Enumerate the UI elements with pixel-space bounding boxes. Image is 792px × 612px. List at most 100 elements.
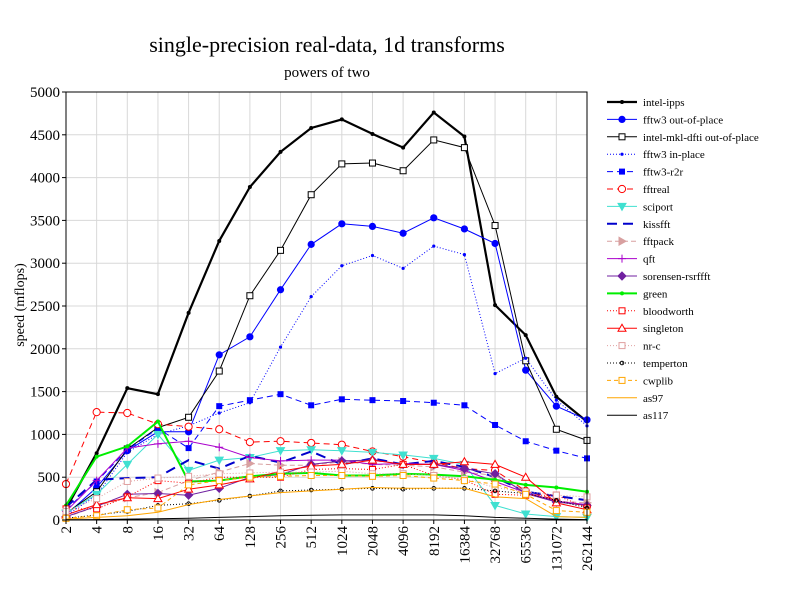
y-tick-label: 5000	[30, 85, 60, 101]
data-point	[217, 411, 221, 415]
data-point	[214, 456, 225, 466]
legend-item: fftreal	[607, 184, 670, 196]
legend-item: qft	[607, 254, 655, 266]
data-point	[370, 253, 375, 258]
data-point	[367, 448, 378, 458]
legend-swatch-marker	[620, 291, 624, 296]
data-point	[552, 507, 560, 515]
data-point	[491, 222, 499, 230]
data-point	[336, 447, 347, 456]
x-tick-label: 512	[304, 526, 320, 549]
data-point	[92, 408, 101, 417]
data-point	[215, 351, 223, 359]
data-point	[309, 125, 314, 130]
data-point	[552, 491, 560, 499]
data-point	[246, 292, 254, 300]
y-tick-label: 500	[38, 470, 61, 486]
data-point	[520, 472, 531, 481]
data-point	[278, 345, 283, 349]
data-point	[183, 466, 194, 476]
data-point	[153, 439, 162, 448]
data-point	[398, 451, 408, 460]
data-point	[186, 501, 191, 507]
series-line	[65, 487, 588, 519]
series-line	[65, 411, 588, 507]
data-point	[460, 477, 468, 485]
data-point	[552, 425, 560, 433]
series-cwplib	[62, 471, 591, 522]
data-point	[153, 430, 163, 440]
legend-swatch-marker	[617, 184, 627, 194]
data-point	[215, 477, 223, 485]
x-tick-label: 262144	[580, 526, 596, 572]
data-point	[308, 487, 314, 493]
data-point	[492, 488, 498, 494]
series-intel-ipps	[64, 110, 589, 511]
data-point	[523, 333, 528, 338]
data-point	[336, 459, 347, 468]
legend-label: qft	[643, 254, 655, 266]
data-point	[462, 134, 467, 139]
data-point	[430, 399, 437, 406]
data-point	[368, 222, 377, 230]
x-tick-label: 64	[212, 526, 228, 542]
data-point	[246, 473, 254, 481]
data-point	[338, 160, 346, 168]
data-point	[215, 443, 224, 452]
data-point	[154, 504, 162, 512]
data-point	[492, 421, 499, 428]
data-point	[245, 453, 254, 462]
legend-swatch-marker	[618, 115, 626, 123]
data-point	[461, 402, 468, 409]
y-tick-label: 2000	[30, 342, 60, 358]
data-point	[278, 149, 283, 154]
legend-item: fftw3-r2r	[607, 167, 683, 179]
legend: intel-ipps fftw3 out-of-place intel-mkl-df…	[607, 97, 759, 422]
data-point	[307, 240, 315, 248]
legend-label: as117	[643, 410, 669, 422]
data-point	[432, 244, 436, 248]
data-point	[459, 463, 470, 474]
legend-swatch-marker	[618, 342, 626, 350]
data-point	[554, 485, 559, 490]
data-point	[462, 253, 467, 257]
series-line	[65, 459, 588, 518]
data-point	[430, 136, 438, 144]
data-point	[367, 455, 378, 464]
legend-label: intel-mkl-dfti out-of-place	[643, 132, 759, 144]
series-line	[65, 514, 588, 521]
data-point	[185, 413, 193, 421]
data-point	[216, 498, 222, 503]
data-point	[493, 372, 497, 376]
data-point	[491, 239, 499, 248]
legend-label: bloodworth	[643, 306, 694, 318]
data-point	[428, 454, 439, 464]
legend-item: cwplib	[607, 375, 673, 387]
axes: 0 500 1000 1500 2000 2500 3000 3500 4000 4500 5000…	[30, 85, 596, 571]
data-point	[399, 229, 407, 237]
legend-item: temperton	[607, 358, 688, 370]
legend-swatch-marker	[618, 133, 626, 141]
x-tick-label: 16384	[457, 526, 473, 564]
data-point	[214, 479, 225, 489]
x-tick-label: 4	[90, 526, 106, 534]
data-point	[522, 438, 529, 445]
data-point	[490, 501, 500, 511]
legend-label: fftpack	[643, 236, 674, 248]
data-point	[554, 498, 559, 503]
data-point	[122, 460, 133, 470]
x-tick-label: 1024	[335, 526, 351, 557]
data-point	[523, 482, 528, 487]
data-point	[493, 303, 498, 308]
legend-item: fftw3 out-of-place	[607, 114, 723, 126]
series-line	[65, 440, 588, 512]
y-tick-label: 1500	[30, 385, 60, 401]
data-point	[399, 167, 407, 175]
legend-label: cwplib	[643, 375, 673, 387]
data-point	[122, 492, 133, 502]
data-point	[216, 403, 223, 410]
data-point	[338, 471, 346, 479]
x-tick-label: 32	[182, 526, 198, 541]
legend-item: fftw3 in-place	[607, 149, 705, 161]
series-line	[65, 433, 588, 518]
